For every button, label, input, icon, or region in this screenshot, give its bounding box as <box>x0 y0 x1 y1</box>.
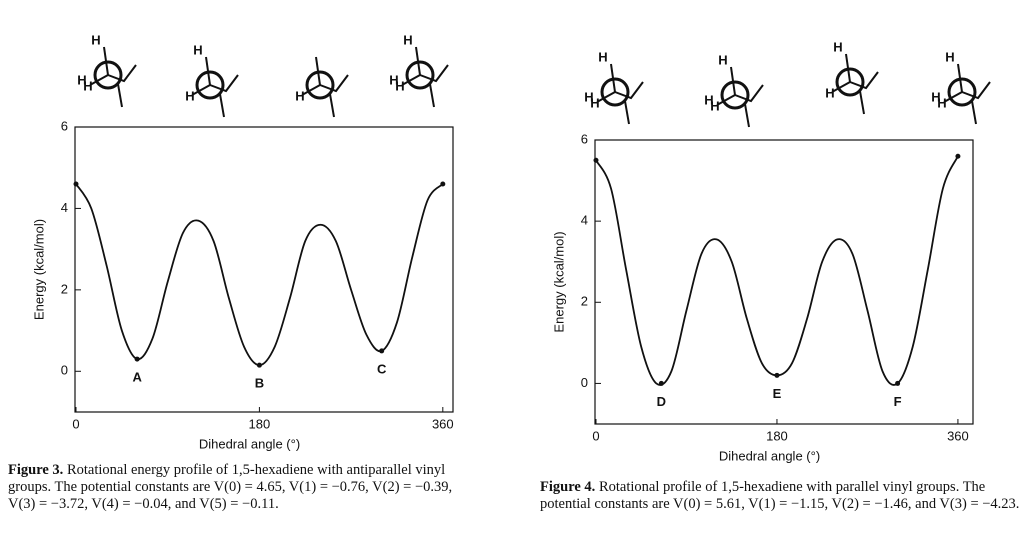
vinyl <box>961 81 991 100</box>
caption-4: Figure 4. Rotational profile of 1,5-hexa… <box>540 479 1030 513</box>
atom-label: H <box>598 49 607 64</box>
atom-label: H <box>584 89 593 104</box>
vinyl <box>329 93 335 118</box>
vinyl <box>219 93 225 118</box>
bond <box>191 84 211 96</box>
bond <box>831 81 851 93</box>
vinyl <box>107 64 137 83</box>
vinyl <box>614 81 644 100</box>
x-tick-label: 180 <box>249 416 271 431</box>
vinyl <box>744 103 750 128</box>
x-tick-label: 0 <box>72 416 79 431</box>
atom-label: H <box>937 95 946 110</box>
atom-label: H <box>395 78 404 93</box>
caption-3: Figure 3. Rotational energy profile of 1… <box>8 462 478 513</box>
end-dot <box>955 153 961 159</box>
atom-label: H <box>833 39 842 54</box>
annotation: C <box>377 361 387 376</box>
vinyl <box>849 71 879 90</box>
caption-text: Rotational energy profile of 1,5-hexadie… <box>8 462 453 512</box>
annotation: B <box>255 376 264 391</box>
y-tick-label: 2 <box>581 294 588 309</box>
atom-label: H <box>83 78 92 93</box>
end-dot <box>73 181 79 187</box>
y-tick-label: 0 <box>61 363 68 378</box>
atom-label: H <box>718 52 727 67</box>
annotation: D <box>657 394 666 409</box>
plot-frame <box>594 139 974 425</box>
annotated-point <box>379 348 385 354</box>
atom-label: H <box>193 42 202 57</box>
atom-label: H <box>185 88 194 103</box>
vinyl <box>971 100 977 125</box>
end-dot <box>440 181 446 187</box>
x-axis-title: Dihedral angle (°) <box>719 448 820 463</box>
atom-label: H <box>825 85 834 100</box>
bond <box>716 94 736 106</box>
caption-label: Figure 4. <box>540 479 596 495</box>
annotated-point <box>658 380 664 386</box>
energy-curve <box>595 155 959 386</box>
bond <box>103 46 109 76</box>
annotation: E <box>773 386 782 401</box>
annotated-point <box>895 380 901 386</box>
y-tick-label: 2 <box>61 281 68 296</box>
plot-frame <box>74 126 454 413</box>
bond <box>401 74 421 86</box>
vinyl <box>117 83 123 108</box>
annotated-point <box>134 356 140 362</box>
atom-label: H <box>77 72 86 87</box>
vinyl <box>429 83 435 108</box>
bond <box>415 46 421 76</box>
atom-label: H <box>295 88 304 103</box>
y-tick-label: 6 <box>61 118 68 133</box>
x-tick-label: 360 <box>432 416 454 431</box>
x-axis-title: Dihedral angle (°) <box>199 436 300 451</box>
bond <box>315 56 321 86</box>
atom-label: H <box>590 95 599 110</box>
y-tick-label: 4 <box>61 200 68 215</box>
y-tick-label: 6 <box>581 131 588 146</box>
y-tick-label: 4 <box>581 213 588 228</box>
bond <box>845 53 851 83</box>
bond <box>89 74 109 86</box>
bond <box>730 66 736 96</box>
vinyl <box>209 74 239 93</box>
atom-label: H <box>710 98 719 113</box>
atom-label: H <box>403 32 412 47</box>
atom-label: H <box>945 49 954 64</box>
bond <box>205 56 211 86</box>
y-axis-title: Energy (kcal/mol) <box>551 231 566 332</box>
vinyl <box>624 100 630 125</box>
vinyl <box>859 90 865 115</box>
bond <box>943 91 963 103</box>
x-tick-label: 0 <box>592 428 599 443</box>
y-axis-title: Energy (kcal/mol) <box>31 219 46 320</box>
bond <box>610 63 616 93</box>
y-tick-label: 0 <box>581 375 588 390</box>
bond <box>957 63 963 93</box>
energy-curve <box>75 183 444 367</box>
atom-label: H <box>931 89 940 104</box>
bond <box>301 84 321 96</box>
annotation: F <box>894 394 902 409</box>
annotated-point <box>256 362 262 368</box>
vinyl <box>419 64 449 83</box>
vinyl <box>319 74 349 93</box>
annotation: A <box>132 370 142 385</box>
vinyl <box>734 84 764 103</box>
bond <box>596 91 616 103</box>
caption-label: Figure 3. <box>8 462 64 478</box>
end-dot <box>593 157 599 163</box>
atom-label: H <box>91 32 100 47</box>
x-tick-label: 360 <box>947 428 969 443</box>
atom-label: H <box>704 92 713 107</box>
x-tick-label: 180 <box>766 428 788 443</box>
atom-label: H <box>389 72 398 87</box>
annotated-point <box>774 372 780 378</box>
caption-text: Rotational profile of 1,5-hexadiene with… <box>540 479 1020 512</box>
